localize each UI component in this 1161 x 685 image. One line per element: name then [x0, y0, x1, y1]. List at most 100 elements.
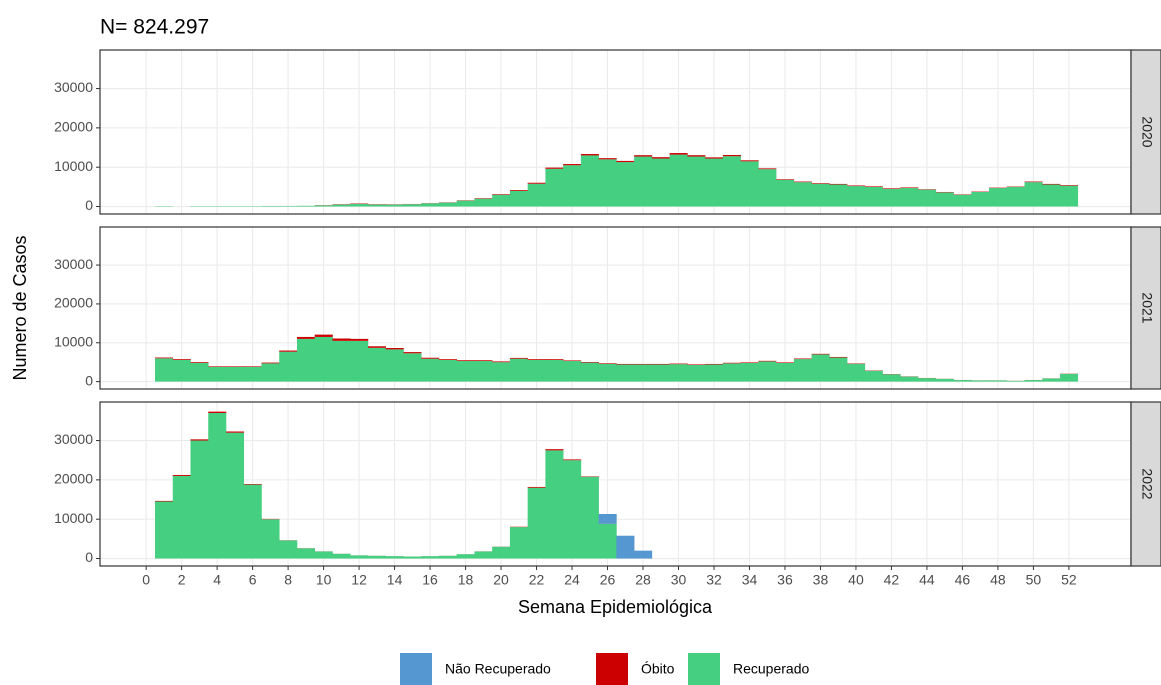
- bar-segment: [776, 179, 795, 180]
- legend-key: [596, 653, 628, 685]
- bar-segment: [900, 188, 919, 207]
- bar-segment: [545, 359, 564, 360]
- bar-segment: [847, 185, 866, 187]
- bar-segment: [651, 364, 670, 382]
- x-tick-label: 14: [387, 572, 403, 588]
- bar-segment: [989, 188, 1008, 207]
- bar-segment: [403, 204, 422, 207]
- bar-segment: [208, 366, 227, 382]
- bar-segment: [864, 370, 883, 382]
- bar-segment: [598, 159, 617, 207]
- bar-segment: [598, 363, 617, 364]
- bar-segment: [811, 354, 830, 382]
- bar-segment: [438, 359, 457, 360]
- bar-segment: [563, 164, 582, 166]
- bar-segment: [190, 362, 209, 382]
- bar-segment: [225, 431, 245, 433]
- bar-segment: [1060, 373, 1079, 382]
- bar-segment: [669, 363, 688, 365]
- x-tick-label: 46: [955, 572, 971, 588]
- bar-segment: [403, 556, 422, 559]
- bar-segment: [651, 157, 670, 159]
- bar-segment: [687, 364, 706, 365]
- bar-segment: [847, 363, 866, 382]
- bar-segment: [332, 553, 351, 559]
- legend-label: Recuperado: [733, 661, 809, 677]
- bar-segment: [456, 554, 475, 559]
- bar-segment: [634, 155, 653, 157]
- bar-segment: [864, 186, 883, 187]
- bar-segment: [172, 359, 191, 360]
- bar-segment: [1006, 186, 1025, 207]
- x-tick-label: 38: [813, 572, 829, 588]
- bar-segment: [261, 363, 280, 382]
- y-tick-label: 10000: [54, 510, 93, 526]
- bar-segment: [296, 548, 316, 559]
- bar-segment: [492, 194, 511, 195]
- bar-segment: [492, 362, 511, 382]
- bar-segment: [545, 449, 564, 451]
- bar-segment: [563, 361, 582, 382]
- bar-segment: [403, 352, 422, 354]
- strip: [1130, 401, 1161, 567]
- bar-segment: [1042, 183, 1061, 185]
- bar-segment: [776, 179, 795, 207]
- bar-segment: [456, 361, 475, 382]
- y-tick-label: 0: [85, 549, 93, 565]
- bar-segment: [332, 204, 351, 207]
- bar-segment: [740, 362, 759, 382]
- x-tick-label: 12: [351, 572, 367, 588]
- bar-segment: [421, 357, 440, 359]
- bar-segment: [758, 360, 777, 362]
- bar-segment: [793, 358, 812, 360]
- bar-segment: [314, 551, 333, 559]
- bar-segment: [793, 181, 812, 183]
- bar-segment: [225, 366, 245, 382]
- x-tick-label: 40: [848, 572, 864, 588]
- bar-segment: [598, 523, 617, 559]
- bar-segment: [722, 155, 741, 157]
- bar-segment: [314, 336, 333, 382]
- x-tick-label: 26: [600, 572, 616, 588]
- bar-segment: [900, 376, 919, 382]
- bar-segment: [989, 380, 1008, 382]
- bar-segment: [527, 487, 546, 559]
- bar-segment: [616, 364, 635, 382]
- bar-segment: [918, 378, 937, 382]
- bar-segment: [669, 153, 688, 155]
- bar-segment: [190, 440, 209, 559]
- bar-segment: [864, 186, 883, 207]
- x-tick-label: 6: [249, 572, 257, 588]
- bar-segment: [1042, 184, 1061, 207]
- bar-segment: [527, 183, 546, 207]
- x-tick-label: 2: [178, 572, 186, 588]
- bar-segment: [296, 336, 316, 339]
- bar-segment: [1042, 378, 1061, 382]
- bar-segment: [421, 556, 440, 559]
- y-tick-label: 30000: [54, 256, 93, 272]
- x-tick-label: 44: [919, 572, 935, 588]
- bar-segment: [190, 362, 209, 363]
- bar-segment: [669, 154, 688, 207]
- bar-segment: [722, 362, 741, 364]
- bar-segment: [829, 357, 848, 382]
- strip-label: 2021: [1139, 292, 1155, 323]
- x-tick-label: 10: [316, 572, 332, 588]
- bar-segment: [811, 183, 830, 184]
- bar-segment: [261, 519, 280, 559]
- x-tick-label: 42: [884, 572, 900, 588]
- bar-segment: [332, 338, 351, 341]
- y-axis-label: Numero de Casos: [10, 235, 30, 380]
- bar-segment: [651, 363, 670, 365]
- legend-key: [400, 653, 432, 685]
- legend-item: Óbito: [596, 653, 675, 685]
- bar-segment: [971, 191, 990, 207]
- bar-segment: [243, 366, 262, 367]
- bar-segment: [634, 550, 653, 559]
- bar-segment: [705, 158, 724, 207]
- bar-segment: [634, 156, 653, 207]
- bar-segment: [350, 340, 369, 382]
- bar-segment: [687, 156, 706, 207]
- bar-segment: [740, 161, 759, 207]
- bar-segment: [634, 363, 653, 365]
